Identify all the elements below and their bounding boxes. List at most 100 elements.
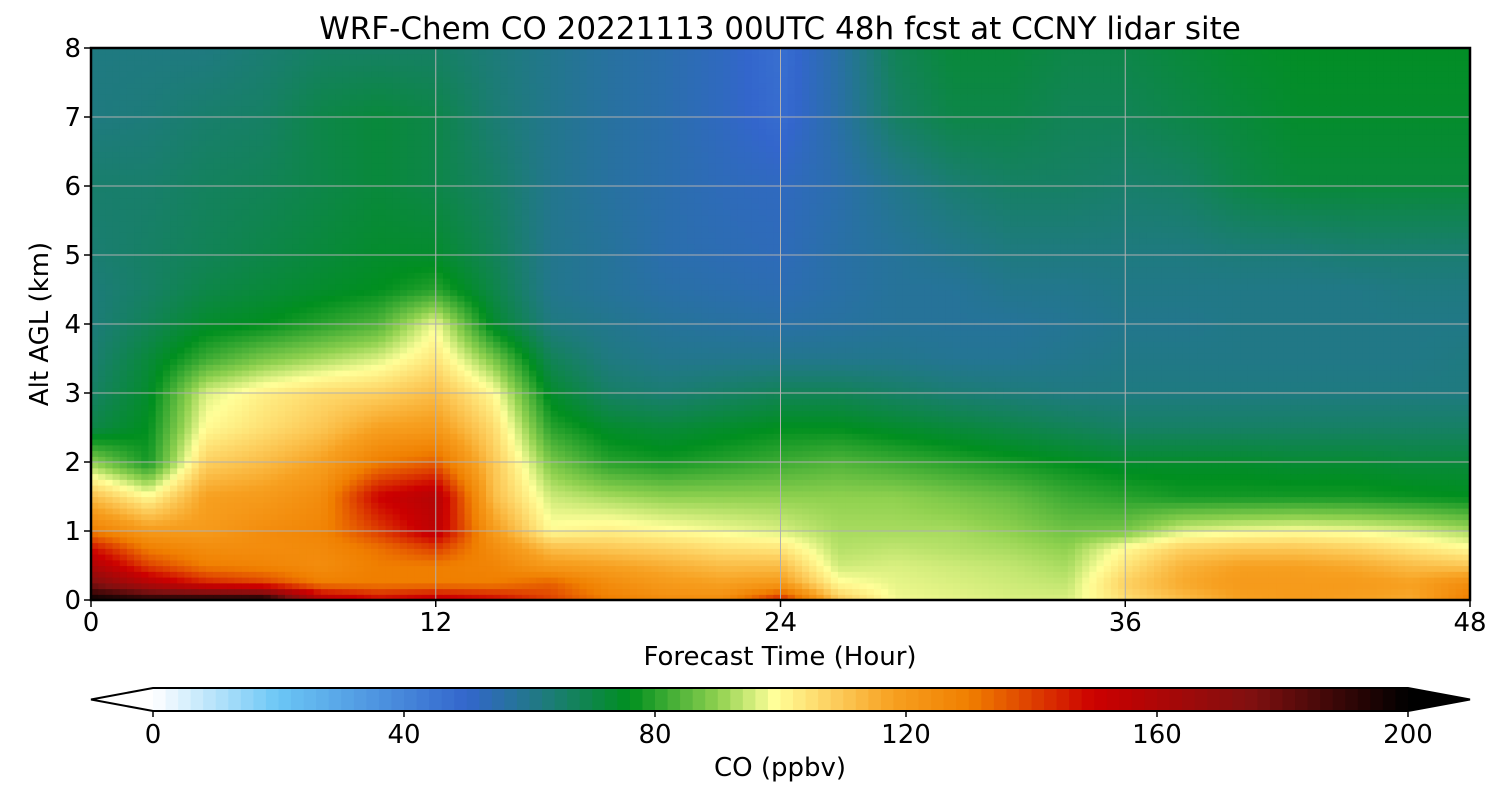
heatmap-cell	[1398, 560, 1406, 566]
heatmap-cell	[608, 589, 616, 595]
heatmap-cell	[1305, 548, 1313, 554]
heatmap-cell	[651, 462, 659, 468]
heatmap-cell	[508, 451, 516, 457]
heatmap-cell	[1305, 514, 1313, 520]
heatmap-cell	[1025, 474, 1033, 480]
heatmap-cell	[1018, 537, 1026, 543]
heatmap-cell	[479, 502, 487, 508]
heatmap-cell	[788, 531, 796, 537]
heatmap-cell	[500, 548, 508, 554]
heatmap-cell	[192, 520, 200, 526]
heatmap-cell	[213, 474, 221, 480]
heatmap-cell	[1197, 589, 1205, 595]
heatmap-cell	[393, 548, 401, 554]
heatmap-cell	[1305, 577, 1313, 583]
heatmap-cell	[306, 474, 314, 480]
heatmap-cell	[1075, 577, 1083, 583]
heatmap-cell	[235, 508, 243, 514]
heatmap-cell	[982, 462, 990, 468]
heatmap-cell	[1448, 548, 1456, 554]
heatmap-cell	[644, 508, 652, 514]
heatmap-cell	[680, 577, 688, 583]
heatmap-cell	[1341, 474, 1349, 480]
heatmap-cell	[163, 508, 171, 514]
heatmap-cell	[1341, 537, 1349, 543]
heatmap-cell	[967, 589, 975, 595]
heatmap-cell	[429, 468, 437, 474]
heatmap-cell	[242, 571, 250, 577]
heatmap-cell	[680, 468, 688, 474]
heatmap-cell	[479, 491, 487, 497]
heatmap-cell	[1312, 571, 1320, 577]
heatmap-cell	[601, 451, 609, 457]
heatmap-cell	[1355, 497, 1363, 503]
heatmap-cell	[1176, 485, 1184, 491]
heatmap-cell	[1355, 474, 1363, 480]
heatmap-cell	[788, 566, 796, 572]
heatmap-cell	[1097, 520, 1105, 526]
heatmap-cell	[1025, 560, 1033, 566]
heatmap-cell	[687, 571, 695, 577]
heatmap-cell	[220, 462, 228, 468]
heatmap-cell	[472, 491, 480, 497]
heatmap-cell	[156, 468, 164, 474]
heatmap-cell	[852, 583, 860, 589]
heatmap-cell	[816, 543, 824, 549]
heatmap-cell	[1068, 531, 1076, 537]
heatmap-cell	[1427, 502, 1435, 508]
heatmap-cell	[227, 451, 235, 457]
heatmap-cell	[766, 554, 774, 560]
heatmap-cell	[630, 537, 638, 543]
heatmap-cell	[881, 520, 889, 526]
heatmap-cell	[457, 571, 465, 577]
heatmap-cell	[1219, 491, 1227, 497]
heatmap-cell	[953, 468, 961, 474]
heatmap-cell	[910, 583, 918, 589]
heatmap-cell	[148, 554, 156, 560]
heatmap-cell	[120, 583, 128, 589]
heatmap-cell	[105, 571, 113, 577]
heatmap-cell	[1168, 537, 1176, 543]
heatmap-cell	[953, 520, 961, 526]
heatmap-cell	[730, 543, 738, 549]
heatmap-cell	[220, 554, 228, 560]
heatmap-cell	[1420, 554, 1428, 560]
heatmap-cell	[508, 520, 516, 526]
heatmap-cell	[156, 485, 164, 491]
heatmap-cell	[730, 474, 738, 480]
heatmap-cell	[184, 577, 192, 583]
heatmap-cell	[622, 554, 630, 560]
heatmap-cell	[1068, 485, 1076, 491]
heatmap-cell	[1161, 520, 1169, 526]
heatmap-cell	[996, 583, 1004, 589]
heatmap-cell	[1082, 468, 1090, 474]
heatmap-cell	[723, 514, 731, 520]
heatmap-cell	[1204, 491, 1212, 497]
heatmap-cell	[436, 548, 444, 554]
heatmap-cell	[1377, 543, 1385, 549]
heatmap-cell	[709, 514, 717, 520]
heatmap-cell	[1204, 583, 1212, 589]
heatmap-cell	[1398, 451, 1406, 457]
heatmap-cell	[594, 451, 602, 457]
heatmap-cell	[1362, 497, 1370, 503]
heatmap-cell	[400, 543, 408, 549]
heatmap-cell	[924, 491, 932, 497]
heatmap-cell	[752, 537, 760, 543]
heatmap-cell	[939, 543, 947, 549]
heatmap-cell	[565, 531, 573, 537]
heatmap-cell	[328, 560, 336, 566]
heatmap-cell	[436, 577, 444, 583]
heatmap-cell	[946, 548, 954, 554]
heatmap-cell	[752, 462, 760, 468]
heatmap-cell	[658, 462, 666, 468]
heatmap-cell	[120, 491, 128, 497]
heatmap-cell	[1413, 520, 1421, 526]
heatmap-cell	[479, 554, 487, 560]
heatmap-cell	[716, 577, 724, 583]
heatmap-cell	[644, 451, 652, 457]
heatmap-cell	[457, 485, 465, 491]
heatmap-cell	[615, 479, 623, 485]
heatmap-cell	[464, 554, 472, 560]
heatmap-cell	[1355, 468, 1363, 474]
